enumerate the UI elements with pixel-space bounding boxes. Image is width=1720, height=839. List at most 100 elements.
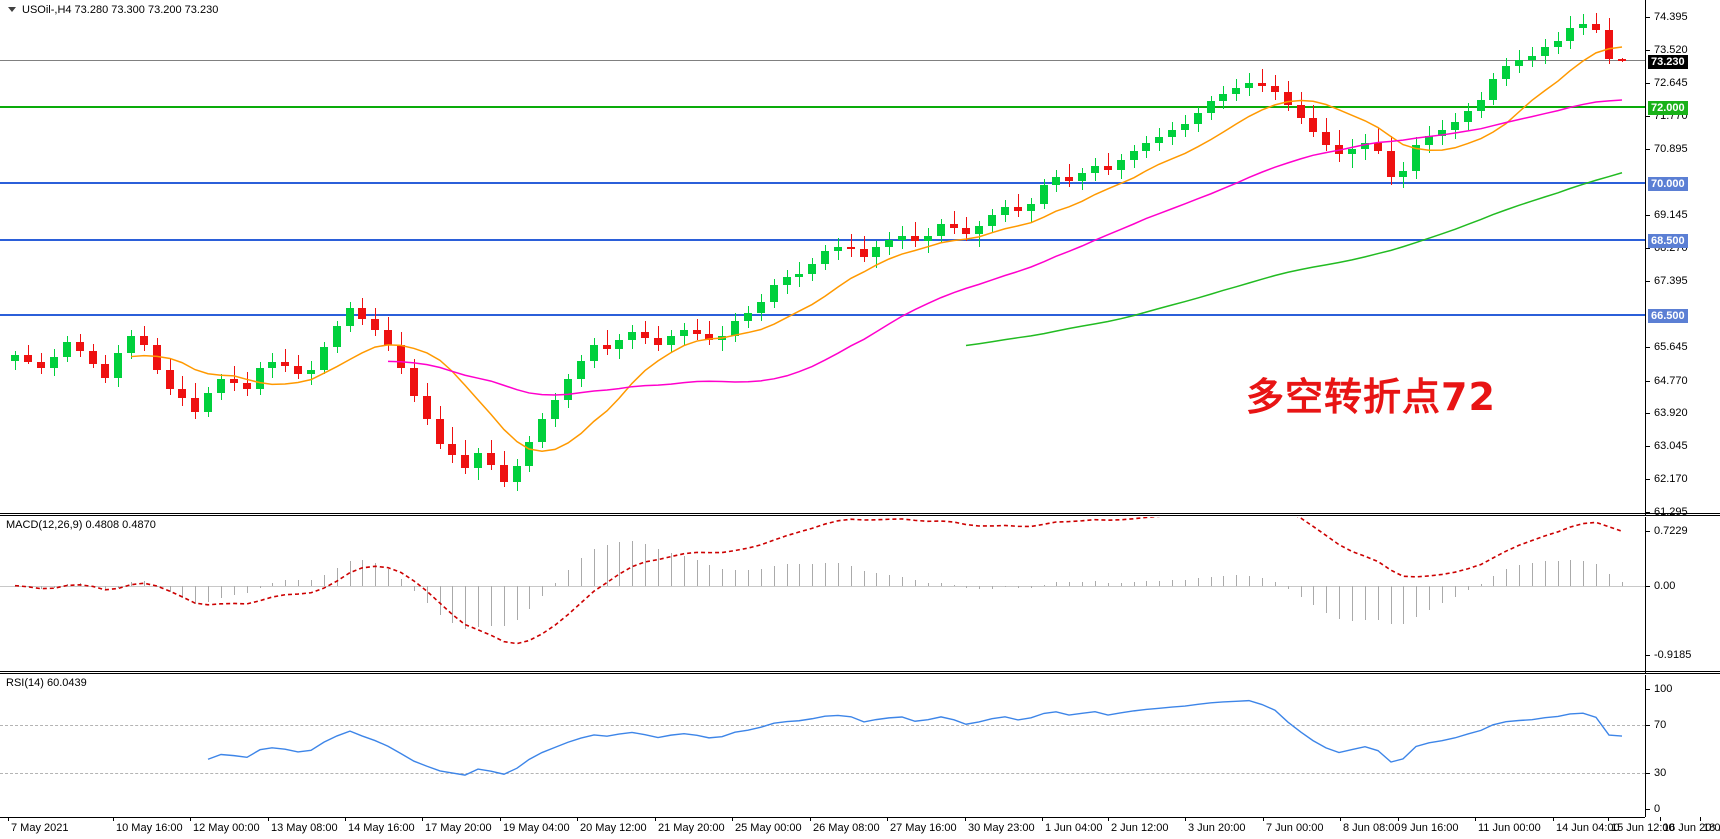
time-axis-tick xyxy=(1398,817,1399,821)
candle-body xyxy=(783,277,791,285)
rsi-axis-tick xyxy=(1646,809,1650,810)
price-axis-tick xyxy=(1646,380,1650,382)
macd-histogram-bar xyxy=(414,585,415,591)
macd-histogram-bar xyxy=(902,576,903,586)
time-axis-tick xyxy=(190,817,191,821)
price-axis-tick-label: 67.395 xyxy=(1654,275,1688,288)
level-line[interactable] xyxy=(0,59,1645,61)
candle-body xyxy=(1245,82,1253,89)
time-axis-tick xyxy=(1608,817,1609,821)
time-axis-tick xyxy=(810,817,811,821)
candle-body xyxy=(538,419,546,442)
level-line[interactable] xyxy=(0,314,1645,317)
level-price-tag[interactable]: 72.000 xyxy=(1648,101,1688,116)
price-axis-tick xyxy=(1646,148,1650,150)
macd-histogram-bar xyxy=(388,569,389,586)
macd-histogram-bar xyxy=(645,544,646,586)
macd-plot-area[interactable] xyxy=(0,517,1645,673)
candle-body xyxy=(191,398,199,412)
time-axis-tick-label: 17 May 20:00 xyxy=(425,822,492,834)
candle-body xyxy=(577,360,585,380)
macd-histogram-bar xyxy=(1031,585,1032,588)
rsi-plot-area[interactable] xyxy=(0,675,1645,817)
time-axis-tick xyxy=(1475,817,1476,821)
macd-histogram-bar xyxy=(1570,560,1571,586)
macd-histogram-bar xyxy=(748,570,749,586)
candle-body xyxy=(1528,56,1536,60)
time-axis-tick-label: 16 Jun 20:00 xyxy=(1663,822,1720,834)
candle-body xyxy=(770,284,778,302)
rsi-label: RSI(14) 60.0439 xyxy=(6,677,87,689)
macd-histogram-bar xyxy=(787,564,788,586)
candle-body xyxy=(744,313,752,321)
candle-body xyxy=(654,337,662,346)
candle-body xyxy=(101,364,109,378)
macd-histogram-bar xyxy=(1185,579,1186,586)
macd-histogram-bar xyxy=(1403,585,1404,625)
time-axis-tick xyxy=(965,817,966,821)
candle-body xyxy=(230,379,238,384)
macd-histogram-bar xyxy=(1429,585,1430,610)
candle-wick xyxy=(234,366,235,391)
candle-body xyxy=(1477,99,1485,111)
candle-body xyxy=(950,224,958,229)
candle-body xyxy=(1464,110,1472,123)
macd-histogram-bar xyxy=(1069,582,1070,586)
time-axis-tick xyxy=(1700,817,1701,821)
candle-body xyxy=(667,335,675,346)
time-axis-tick xyxy=(577,817,578,821)
rsi-axis-tick xyxy=(1646,773,1650,774)
time-axis-tick xyxy=(1660,817,1661,821)
macd-histogram-bar xyxy=(607,544,608,586)
candle-wick xyxy=(1069,163,1070,187)
level-line[interactable] xyxy=(0,181,1645,184)
candle-wick xyxy=(607,330,608,355)
triangle-down-icon[interactable] xyxy=(8,7,16,12)
macd-histogram-bar xyxy=(1545,561,1546,586)
level-price-tag[interactable]: 66.500 xyxy=(1648,309,1688,324)
candle-wick xyxy=(1018,194,1019,217)
price-axis-tick xyxy=(1646,281,1650,283)
macd-histogram-bar xyxy=(260,585,261,588)
candle-body xyxy=(1451,122,1459,130)
macd-histogram-bar xyxy=(41,585,42,590)
macd-histogram-bar xyxy=(311,579,312,586)
price-plot-area[interactable] xyxy=(0,0,1645,512)
candle-body xyxy=(307,369,315,374)
price-axis-tick xyxy=(1646,16,1650,18)
price-axis-tick-label: 69.145 xyxy=(1654,209,1688,222)
price-axis-tick-label: 70.895 xyxy=(1654,142,1688,155)
macd-histogram-bar xyxy=(1275,582,1276,586)
price-axis-tick-label: 68.270 xyxy=(1654,242,1688,255)
macd-axis-line xyxy=(1645,517,1646,673)
candle-body xyxy=(50,356,58,369)
macd-histogram-bar xyxy=(1082,581,1083,586)
price-axis-tick-label: 63.920 xyxy=(1654,406,1688,419)
level-price-tag[interactable]: 70.000 xyxy=(1648,176,1688,191)
rsi-panel: RSI(14) 60.0439 100 70 30 0 xyxy=(0,675,1720,817)
level-line[interactable] xyxy=(0,106,1645,109)
macd-histogram-bar xyxy=(1159,580,1160,586)
candle-body xyxy=(1181,124,1189,130)
candle-body xyxy=(1040,184,1048,204)
candle-body xyxy=(1361,143,1369,149)
level-line[interactable] xyxy=(0,238,1645,241)
candle-body xyxy=(821,250,829,265)
last-price-tag[interactable]: 73.230 xyxy=(1648,54,1688,69)
macd-histogram-bar xyxy=(375,562,376,586)
macd-histogram-bar xyxy=(555,582,556,586)
macd-histogram-bar xyxy=(1301,585,1302,597)
rsi-band-line xyxy=(0,773,1645,774)
time-axis-tick-label: 1 Jun 04:00 xyxy=(1045,822,1103,834)
panel-divider-2 xyxy=(0,515,1720,516)
macd-axis-tick xyxy=(1646,531,1650,532)
price-axis-tick-label: 64.770 xyxy=(1654,374,1688,387)
time-axis-tick-label: 14 Jun 04:00 xyxy=(1556,822,1620,834)
time-axis-tick xyxy=(8,817,9,821)
macd-axis-tick-label: 0.7229 xyxy=(1654,525,1688,537)
macd-histogram-bar xyxy=(105,585,106,591)
macd-histogram-bar xyxy=(1365,585,1366,621)
level-price-tag[interactable]: 68.500 xyxy=(1648,233,1688,248)
macd-histogram-bar xyxy=(285,580,286,586)
macd-histogram-bar xyxy=(1146,581,1147,586)
